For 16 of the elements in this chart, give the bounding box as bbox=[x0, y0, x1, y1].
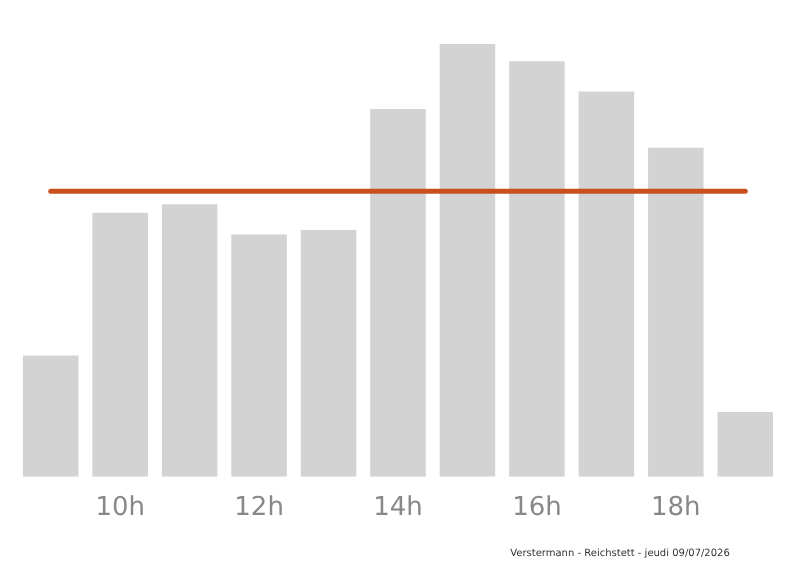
bar bbox=[509, 61, 565, 477]
bar bbox=[22, 355, 79, 477]
bar bbox=[717, 411, 774, 477]
bar bbox=[578, 91, 635, 477]
x-tick-label: 14h bbox=[373, 493, 423, 524]
x-tick-label: 18h bbox=[651, 493, 701, 524]
x-tick-label: 12h bbox=[234, 493, 284, 524]
bar bbox=[300, 230, 357, 477]
bar bbox=[648, 147, 704, 477]
bar bbox=[439, 44, 496, 477]
x-tick-label: 16h bbox=[512, 493, 562, 524]
bar bbox=[370, 108, 426, 477]
bar bbox=[92, 212, 148, 477]
bar bbox=[231, 234, 287, 477]
x-tick-label: 10h bbox=[95, 493, 145, 524]
bar bbox=[161, 204, 218, 477]
